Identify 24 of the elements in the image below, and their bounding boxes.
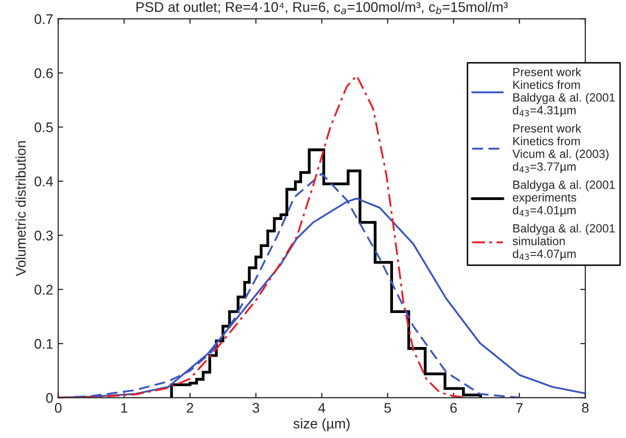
x-axis-title: size (µm) [293,418,350,432]
x-tick-label: 7 [516,403,523,413]
y-tick-label: 0.3 [34,230,53,240]
y-tick-label: 0.5 [34,122,53,132]
y-tick-label: 0.7 [34,14,53,24]
y-tick-label: 0.6 [34,68,53,78]
y-axis-title: Volumetric distribution [16,141,26,276]
legend-label: Baldyga & al. (2001 simulation d$_{43}$=4.07µm [512,224,615,260]
x-tick-label: 3 [252,402,260,413]
y-tick-label: 0.4 [34,176,53,186]
y-tick-label: 0.2 [34,284,53,295]
x-tick-label: 5 [384,403,391,413]
x-tick-label: 6 [450,402,457,413]
y-tick-label: 0 [46,393,53,403]
x-tick-label: 0 [54,402,62,413]
x-tick-label: 4 [318,403,326,413]
x-tick-label: 8 [582,402,589,413]
legend-label: Present work Kinetics from Baldyga & al. (2001 d$_{43}$=4.31µm [512,68,615,117]
x-tick-label: 2 [186,402,194,413]
legend-label: Present work Kinetics from Vicum & al. (2003) d$_{43}$=3.77µm [512,124,609,174]
y-tick-label: 0.1 [34,338,53,349]
legend-label: Baldyga & al. (2001 experiments d$_{43}$=4.01µm [512,180,615,217]
chart-title: PSD at outlet; Re=4·10⁴, Ru=6, c$_{a}$=100mol/m³, c$_{b}$=15mol/m³ [136,2,508,14]
x-tick-label: 1 [121,403,128,413]
